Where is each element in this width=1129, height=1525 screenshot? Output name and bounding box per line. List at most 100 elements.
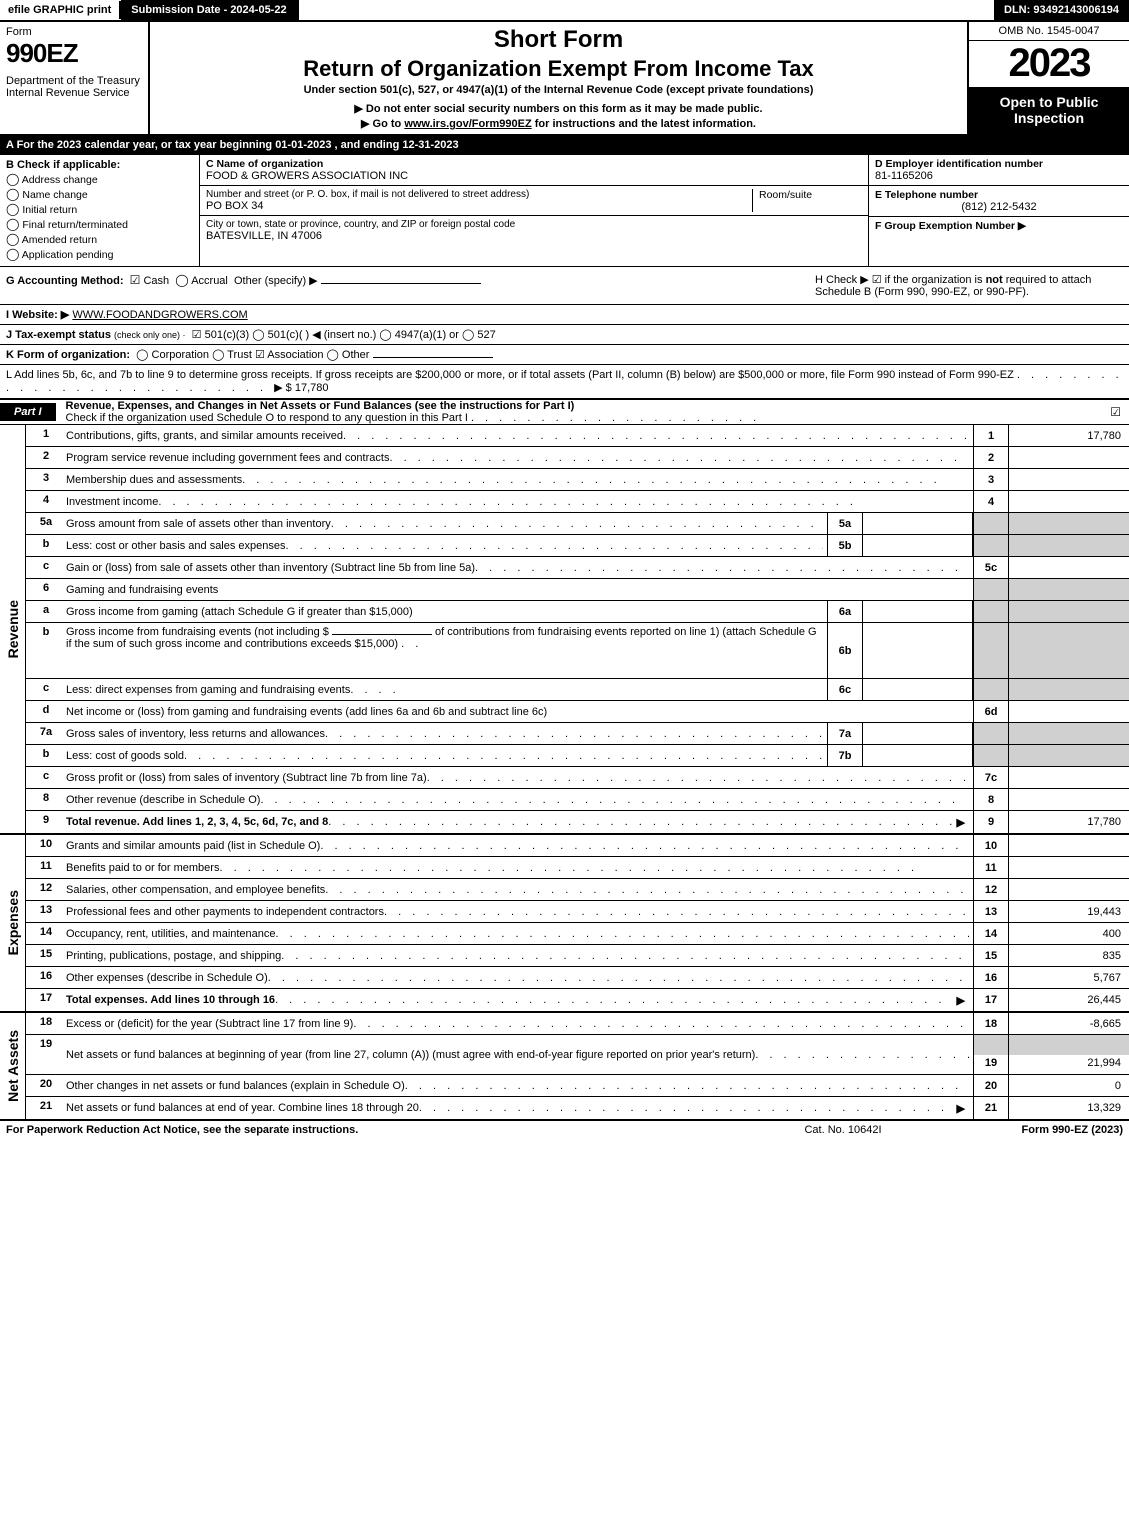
goto-link[interactable]: www.irs.gov/Form990EZ [404, 118, 531, 130]
c-name-label: C Name of organization [206, 158, 862, 170]
part1-title: Revenue, Expenses, and Changes in Net As… [56, 400, 1111, 424]
line-8-value [1009, 789, 1129, 810]
line-l: L Add lines 5b, 6c, and 7b to line 9 to … [0, 365, 1129, 400]
cash-checkbox[interactable]: ☑ [130, 273, 141, 287]
revenue-label: Revenue [0, 425, 26, 833]
line-18: 18Excess or (deficit) for the year (Subt… [26, 1013, 1129, 1035]
line-5b-value [863, 535, 973, 556]
department: Department of the Treasury Internal Reve… [6, 75, 142, 99]
top-bar: efile GRAPHIC print Submission Date - 20… [0, 0, 1129, 22]
col-c: C Name of organization FOOD & GROWERS AS… [200, 155, 869, 266]
i-website: I Website: ▶ WWW.FOODANDGROWERS.COM [0, 304, 1129, 324]
line-15: 15Printing, publications, postage, and s… [26, 945, 1129, 967]
part1-checkbox[interactable]: ☑ [1110, 405, 1129, 419]
line-15-value: 835 [1009, 945, 1129, 966]
j-sub: (check only one) · [114, 330, 186, 340]
b-header: B Check if applicable: [6, 159, 193, 171]
net-assets-section: Net Assets 18Excess or (deficit) for the… [0, 1013, 1129, 1121]
street-label: Number and street (or P. O. box, if mail… [206, 189, 752, 200]
short-form-title: Short Form [160, 26, 957, 54]
check-address-change[interactable]: ◯ Address change [6, 172, 193, 186]
j-label: J Tax-exempt status [6, 329, 111, 341]
k-other-line[interactable] [373, 357, 493, 358]
j-tax-exempt: J Tax-exempt status (check only one) · ☑… [0, 324, 1129, 344]
goto-instructions: ▶ Go to www.irs.gov/Form990EZ for instru… [160, 117, 957, 130]
part1-header: Part I Revenue, Expenses, and Changes in… [0, 400, 1129, 425]
line-8: 8 Other revenue (describe in Schedule O)… [26, 789, 1129, 811]
expenses-label: Expenses [0, 835, 26, 1011]
website-value[interactable]: WWW.FOODANDGROWERS.COM [72, 309, 247, 321]
check-application-pending[interactable]: ◯ Application pending [6, 247, 193, 261]
city-label: City or town, state or province, country… [206, 219, 862, 230]
return-title: Return of Organization Exempt From Incom… [160, 56, 957, 82]
ein-value: 81-1165206 [875, 170, 1123, 182]
header-center: Short Form Return of Organization Exempt… [150, 22, 969, 134]
line-16: 16Other expenses (describe in Schedule O… [26, 967, 1129, 989]
row-a: A For the 2023 calendar year, or tax yea… [0, 136, 1129, 155]
form-number: 990EZ [6, 38, 142, 69]
line-6a: a Gross income from gaming (attach Sched… [26, 601, 1129, 623]
i-label: I Website: ▶ [6, 309, 69, 321]
d-label: D Employer identification number [875, 158, 1123, 170]
check-name-change[interactable]: ◯ Name change [6, 187, 193, 201]
net-assets-label: Net Assets [0, 1013, 26, 1119]
g-accounting: G Accounting Method: ☑ Cash ◯ Accrual Ot… [0, 267, 809, 304]
line-5a: 5a Gross amount from sale of assets othe… [26, 513, 1129, 535]
line-16-value: 5,767 [1009, 967, 1129, 988]
j-options[interactable]: ☑ 501(c)(3) ◯ 501(c)( ) ◀ (insert no.) ◯… [192, 329, 496, 341]
goto-post: for instructions and the latest informat… [532, 118, 756, 130]
form-word: Form [6, 26, 142, 38]
line-13: 13Professional fees and other payments t… [26, 901, 1129, 923]
line-10: 10Grants and similar amounts paid (list … [26, 835, 1129, 857]
h-schedule-b: H Check ▶ ☑ if the organization is not r… [809, 267, 1129, 304]
group-exemption-row: F Group Exemption Number ▶ [869, 217, 1129, 235]
check-final-return[interactable]: ◯ Final return/terminated [6, 217, 193, 231]
footer-right: Form 990-EZ (2023) [943, 1124, 1123, 1136]
header-right: OMB No. 1545-0047 2023 Open to Public In… [969, 22, 1129, 134]
subtitle: Under section 501(c), 527, or 4947(a)(1)… [160, 84, 957, 96]
omb-number: OMB No. 1545-0047 [969, 22, 1129, 41]
line-12-value [1009, 879, 1129, 900]
line-9: 9 Total revenue. Add lines 1, 2, 3, 4, 5… [26, 811, 1129, 833]
accrual-checkbox[interactable]: ◯ [175, 273, 188, 287]
part1-checktext: Check if the organization used Schedule … [66, 412, 468, 424]
line-11: 11Benefits paid to or for members 11 [26, 857, 1129, 879]
line-7c-value [1009, 767, 1129, 788]
efile-label[interactable]: efile GRAPHIC print [0, 1, 121, 19]
line-6a-value [863, 601, 973, 622]
line-14: 14Occupancy, rent, utilities, and mainte… [26, 923, 1129, 945]
line-17-value: 26,445 [1009, 989, 1129, 1011]
org-name: FOOD & GROWERS ASSOCIATION INC [206, 170, 862, 182]
col-def: D Employer identification number 81-1165… [869, 155, 1129, 266]
line-14-value: 400 [1009, 923, 1129, 944]
k-options[interactable]: ◯ Corporation ◯ Trust ☑ Association ◯ Ot… [136, 349, 369, 361]
tax-year: 2023 [969, 41, 1129, 88]
room-suite: Room/suite [752, 189, 862, 212]
line-21: 21Net assets or fund balances at end of … [26, 1097, 1129, 1119]
line-6d-value [1009, 701, 1129, 722]
dln-number: DLN: 93492143006194 [994, 0, 1129, 20]
line-17: 17Total expenses. Add lines 10 through 1… [26, 989, 1129, 1011]
line-18-value: -8,665 [1009, 1013, 1129, 1034]
line-1-value: 17,780 [1009, 425, 1129, 446]
k-label: K Form of organization: [6, 349, 130, 361]
line-4: 4 Investment income 4 [26, 491, 1129, 513]
footer-left: For Paperwork Reduction Act Notice, see … [6, 1124, 743, 1136]
check-initial-return[interactable]: ◯ Initial return [6, 202, 193, 216]
section-ghijk: G Accounting Method: ☑ Cash ◯ Accrual Ot… [0, 267, 1129, 365]
city-value: BATESVILLE, IN 47006 [206, 230, 862, 242]
line-3-value [1009, 469, 1129, 490]
line-20-value: 0 [1009, 1075, 1129, 1096]
line-13-value: 19,443 [1009, 901, 1129, 922]
other-specify-line[interactable] [321, 283, 481, 284]
check-amended-return[interactable]: ◯ Amended return [6, 232, 193, 246]
goto-pre: ▶ Go to [361, 118, 404, 130]
line-6b-blank[interactable] [332, 634, 432, 635]
footer-catno: Cat. No. 10642I [743, 1124, 943, 1136]
line-5c: c Gain or (loss) from sale of assets oth… [26, 557, 1129, 579]
line-9-value: 17,780 [1009, 811, 1129, 833]
line-21-value: 13,329 [1009, 1097, 1129, 1119]
line-6c-value [863, 679, 973, 700]
f-label: F Group Exemption Number ▶ [875, 220, 1026, 232]
line-6c: c Less: direct expenses from gaming and … [26, 679, 1129, 701]
